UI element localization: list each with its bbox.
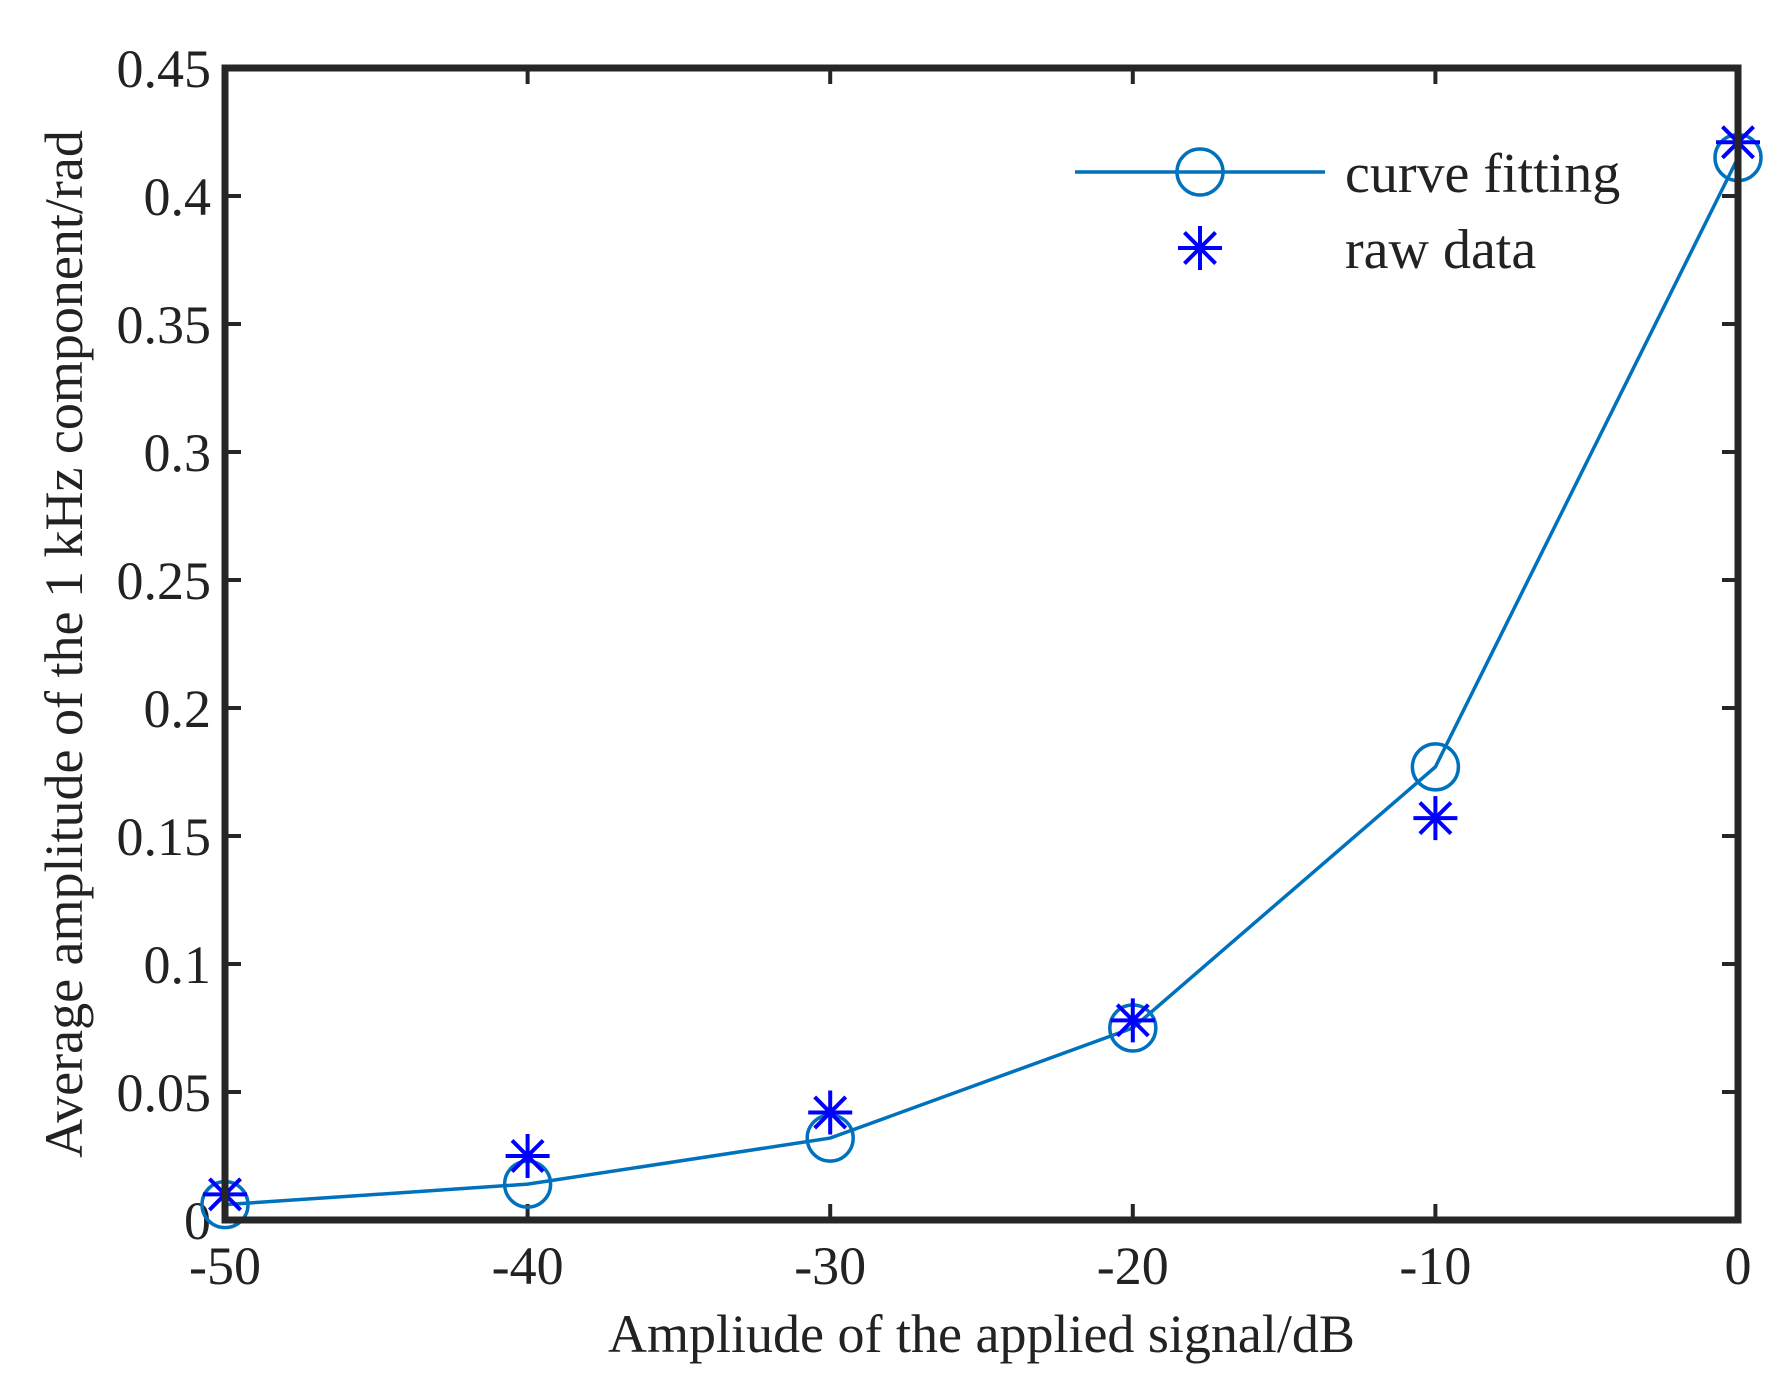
x-tick-label: -50 (189, 1236, 261, 1296)
x-tick-labels: -50 -40 -30 -20 -10 0 (189, 1236, 1751, 1296)
asterisk-stroke (1418, 801, 1453, 836)
y-tick-label: 0.25 (117, 551, 212, 611)
y-tick-label: 0.4 (144, 167, 212, 227)
curve-fitting-point (1410, 742, 1461, 792)
y-axis-label: Average amplitude of the 1 kHz component… (34, 130, 94, 1158)
y-tick-label: 0.35 (117, 295, 212, 355)
legend: curve fitting raw data (1075, 143, 1620, 281)
y-tick-label: 0.45 (117, 39, 212, 99)
x-tick-label: -10 (1399, 1236, 1471, 1296)
series-layer (200, 120, 1763, 1230)
legend-asterisk-shape (1178, 226, 1222, 270)
legend-asterisk-marker (1178, 226, 1222, 270)
legend-label-curve-fitting: curve fitting (1345, 143, 1620, 205)
asterisk-stroke (510, 1139, 545, 1173)
y-tick-label: 0.05 (117, 1063, 212, 1123)
x-axis-label: Ampliude of the applied signal/dB (608, 1304, 1355, 1364)
raw-data-point (1413, 796, 1458, 841)
raw-data-point (1110, 998, 1155, 1043)
x-tick-label: -40 (492, 1236, 564, 1296)
legend-circle-marker (1175, 147, 1225, 197)
curve-fitting-line (224, 156, 1740, 1207)
y-tick-label: 0.1 (144, 935, 212, 995)
x-tick-label: 0 (1725, 1236, 1752, 1296)
legend-label-raw-data: raw data (1345, 219, 1536, 281)
asterisk-stroke (813, 1095, 848, 1130)
y-tick-label: 0.2 (144, 679, 212, 739)
raw-data-point (505, 1134, 550, 1178)
y-tick-label: 0.15 (117, 807, 212, 867)
plot-frame (221, 64, 1742, 1224)
y-tick-label: 0.3 (144, 423, 212, 483)
x-tick-label: -20 (1097, 1236, 1169, 1296)
x-tick-label: -30 (794, 1236, 866, 1296)
asterisk-stroke (1183, 231, 1217, 265)
asterisk-stroke (1115, 1003, 1150, 1038)
raw-data-point (808, 1090, 853, 1135)
y-tick-labels: 00.050.10.150.20.250.30.350.40.45 (117, 39, 212, 1251)
